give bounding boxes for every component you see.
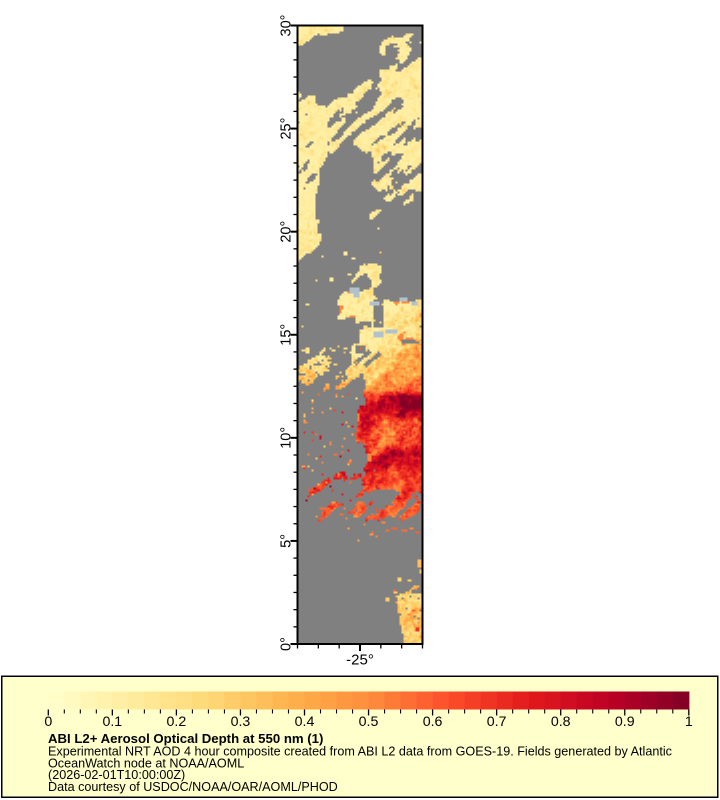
svg-text:15°: 15° <box>279 324 295 346</box>
svg-text:0.2: 0.2 <box>167 714 187 730</box>
svg-text:5°: 5° <box>279 534 295 548</box>
svg-text:-25°: -25° <box>346 652 374 669</box>
svg-text:0.5: 0.5 <box>359 714 379 730</box>
svg-text:OceanWatch node at NOAA/AOML: OceanWatch node at NOAA/AOML <box>48 757 244 771</box>
svg-text:0.7: 0.7 <box>487 714 507 730</box>
svg-text:ABI L2+ Aerosol Optical Depth: ABI L2+ Aerosol Optical Depth at 550 nm … <box>48 731 323 746</box>
svg-text:(2026-02-01T10:00:00Z): (2026-02-01T10:00:00Z) <box>48 768 185 782</box>
svg-text:1: 1 <box>685 714 693 730</box>
svg-text:0.1: 0.1 <box>102 714 122 730</box>
svg-text:20°: 20° <box>279 221 295 243</box>
svg-text:0°: 0° <box>279 637 295 651</box>
svg-text:30°: 30° <box>279 15 295 37</box>
svg-text:10°: 10° <box>279 427 295 449</box>
svg-text:0.8: 0.8 <box>551 714 571 730</box>
svg-text:0.3: 0.3 <box>231 714 251 730</box>
svg-text:0: 0 <box>44 714 52 730</box>
svg-text:0.4: 0.4 <box>295 714 315 730</box>
svg-text:Experimental NRT AOD 4 hour co: Experimental NRT AOD 4 hour composite cr… <box>48 744 672 758</box>
svg-text:Data courtesy of USDOC/NOAA/OA: Data courtesy of USDOC/NOAA/OAR/AOML/PHO… <box>48 780 338 794</box>
svg-text:0.9: 0.9 <box>615 714 635 730</box>
svg-text:25°: 25° <box>279 118 295 140</box>
svg-text:0.6: 0.6 <box>423 714 443 730</box>
